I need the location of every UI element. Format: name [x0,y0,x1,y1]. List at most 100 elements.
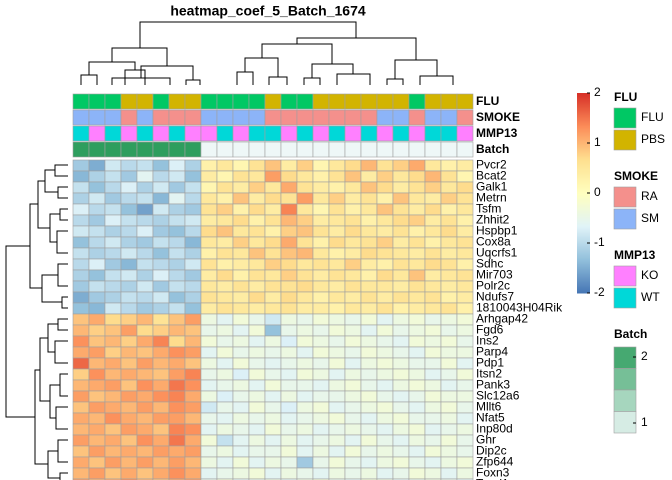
heatmap-cell [88,181,106,194]
heatmap-cell [216,247,234,260]
heatmap-cell [184,291,202,304]
annotation-cell [136,93,154,110]
heatmap-cell [328,412,346,425]
heatmap-cell [408,280,426,293]
heatmap-cell [424,390,442,403]
row-label: Ndufs7 [476,290,514,304]
heatmap-cell [216,181,234,194]
heatmap-cell [456,335,474,348]
heatmap-cell [152,467,170,480]
heatmap-cell [280,313,298,326]
heatmap-cell [296,357,314,370]
colorbar-segment [577,247,590,250]
heatmap-cell [184,247,202,260]
heatmap-cell [456,346,474,359]
heatmap-cell [440,203,458,216]
colorbar-segment [577,229,590,232]
heatmap-cell [408,291,426,304]
heatmap-cell [200,214,218,227]
heatmap-cell [248,302,266,315]
heatmap-cell [72,390,90,403]
legend-title: Batch [614,327,647,341]
legend-title: FLU [614,90,637,104]
heatmap-cell [408,159,426,172]
annotation-cell [344,141,362,158]
heatmap-cell [264,203,282,216]
heatmap-cell [408,445,426,458]
heatmap-cell [376,302,394,315]
heatmap-cell [248,192,266,205]
colorbar-segment [577,151,590,154]
heatmap-cell [184,269,202,282]
heatmap-cell [216,390,234,403]
heatmap-cell [360,225,378,238]
heatmap-cell [376,412,394,425]
colorbar-segment [577,137,590,140]
annotation-cell [184,125,202,142]
heatmap-cell [88,390,106,403]
heatmap-cell [232,258,250,271]
heatmap-cell [200,247,218,260]
heatmap-cell [136,379,154,392]
row-label: Metrn [476,191,507,205]
heatmap-cell [328,269,346,282]
heatmap-cell [456,302,474,315]
heatmap-cell [296,247,314,260]
heatmap-cell [248,412,266,425]
heatmap-cell [440,434,458,447]
heatmap-cell [312,357,330,370]
heatmap-cell [248,291,266,304]
heatmap-cell [344,159,362,172]
annotation-cell [344,93,362,110]
heatmap-cell [312,434,330,447]
column-dendrogram [80,21,454,85]
heatmap-cell [216,159,234,172]
heatmap-cell [440,236,458,249]
heatmap-cell [344,335,362,348]
heatmap-cell [120,302,138,315]
heatmap-cell [104,313,122,326]
row-label: Pank3 [476,378,510,392]
row-label: Zfp644 [476,455,514,469]
heatmap-cell [264,324,282,337]
colorbar-segment [577,155,590,158]
heatmap-cell [120,280,138,293]
colorbar-segment [577,183,590,186]
annotation-cell [424,141,442,158]
heatmap-cell [280,324,298,337]
colorbar-segment [577,173,590,176]
heatmap-cell [440,379,458,392]
annotation-cell [312,93,330,110]
heatmap-cell [424,170,442,183]
heatmap-cell [184,280,202,293]
heatmap-cell [280,269,298,282]
colorbar-segment [577,111,590,114]
heatmap-cell [216,434,234,447]
heatmap-cell [312,423,330,436]
heatmap-cell [376,423,394,436]
legend-tick-label: 2 [641,349,648,363]
heatmap-cell [456,236,474,249]
heatmap-cell [344,423,362,436]
colorbar-segment [577,159,590,162]
heatmap-cell [248,346,266,359]
heatmap-cell [392,390,410,403]
heatmap-cell [456,390,474,403]
row-label: Galk1 [476,180,508,194]
heatmap-cell [168,225,186,238]
heatmap-cell [72,258,90,271]
heatmap-cell [296,324,314,337]
colorbar-segment [577,103,590,106]
heatmap-cell [360,445,378,458]
heatmap-cell [216,456,234,469]
heatmap-cell [72,335,90,348]
heatmap-cell [456,456,474,469]
colorbar-segment [577,211,590,214]
colorbar-segment [577,207,590,210]
heatmap-cell [408,236,426,249]
heatmap-cell [104,335,122,348]
heatmap-cell [184,203,202,216]
row-label: Dip2c [476,444,507,458]
heatmap-cell [264,412,282,425]
heatmap-cell [376,159,394,172]
